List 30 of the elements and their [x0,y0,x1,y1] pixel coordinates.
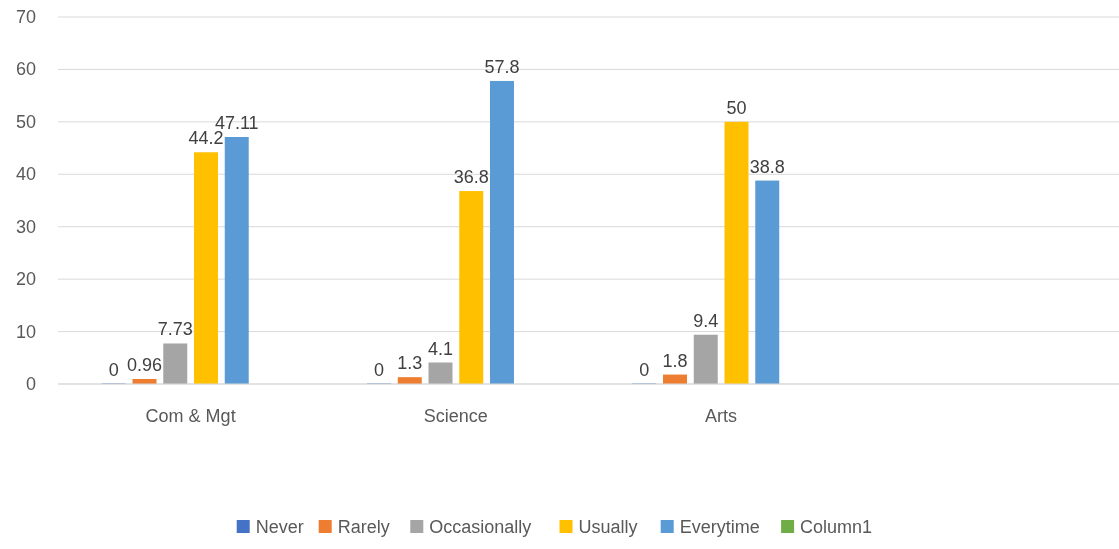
data-label: 0.96 [126,354,163,375]
y-tick-label: 10 [15,321,36,342]
data-label: 0 [108,360,119,380]
legend-label: Column1 [800,517,873,537]
y-tick-label: 60 [15,59,36,80]
data-label: 7.73 [157,319,193,340]
legend-label: Usually [578,517,638,537]
data-label: 4.1 [427,338,454,359]
data-label: 1.8 [662,350,688,371]
x-tick-label: Arts [705,406,738,426]
x-tick-label: Com & Mgt [145,406,236,426]
y-tick-label: 50 [15,111,36,132]
data-label: 57.8 [484,56,520,77]
y-tick-label: 30 [15,216,36,237]
data-label: 36.8 [453,167,489,188]
data-label: 0 [374,360,385,380]
data-label: 50 [726,97,747,118]
legend-label: Never [255,517,304,537]
data-label: 1.3 [397,353,423,374]
y-tick-label: 0 [25,374,36,394]
data-label: 0 [639,360,650,380]
data-label: 38.8 [749,156,785,177]
legend-label: Occasionally [429,517,532,537]
y-tick-label: 40 [15,164,36,185]
y-tick-label: 20 [15,269,36,290]
y-tick-label: 70 [15,7,36,27]
legend-label: Rarely [337,517,390,537]
legend-label: Everytime [679,517,760,537]
x-tick-label: Science [423,406,488,426]
data-label: 9.4 [693,310,719,331]
